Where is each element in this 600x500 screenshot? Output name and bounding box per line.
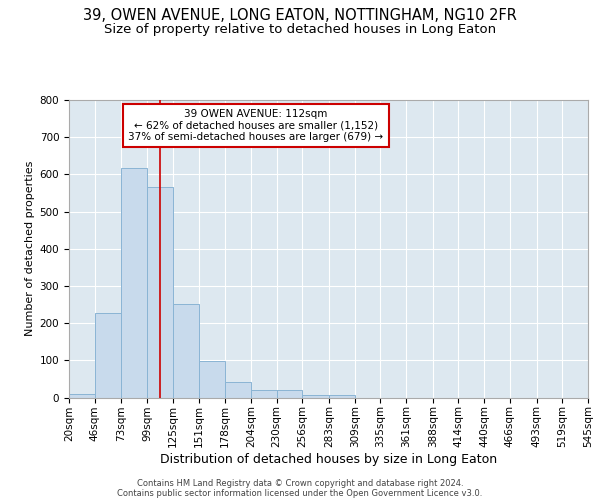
Text: 39, OWEN AVENUE, LONG EATON, NOTTINGHAM, NG10 2FR: 39, OWEN AVENUE, LONG EATON, NOTTINGHAM,…: [83, 8, 517, 22]
Text: Contains public sector information licensed under the Open Government Licence v3: Contains public sector information licen…: [118, 488, 482, 498]
Bar: [121, 168, 147, 398]
Bar: [69, 394, 95, 398]
Bar: [225, 382, 251, 398]
Y-axis label: Number of detached properties: Number of detached properties: [25, 161, 35, 336]
Bar: [199, 362, 225, 398]
Text: 39 OWEN AVENUE: 112sqm
← 62% of detached houses are smaller (1,152)
37% of semi-: 39 OWEN AVENUE: 112sqm ← 62% of detached…: [128, 109, 383, 142]
Bar: [329, 395, 355, 398]
Bar: [302, 395, 329, 398]
Bar: [277, 390, 302, 398]
Bar: [173, 304, 199, 398]
Bar: [251, 390, 277, 398]
Bar: [147, 188, 173, 398]
Text: Size of property relative to detached houses in Long Eaton: Size of property relative to detached ho…: [104, 22, 496, 36]
X-axis label: Distribution of detached houses by size in Long Eaton: Distribution of detached houses by size …: [160, 453, 497, 466]
Text: Contains HM Land Registry data © Crown copyright and database right 2024.: Contains HM Land Registry data © Crown c…: [137, 478, 463, 488]
Bar: [95, 312, 121, 398]
